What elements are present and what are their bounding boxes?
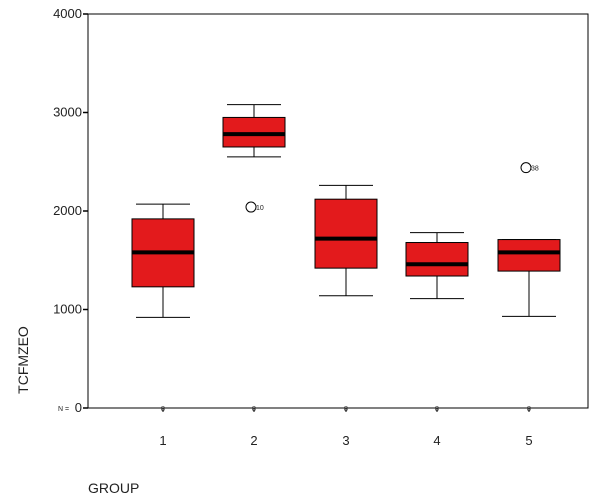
x-category-label: 1 bbox=[159, 433, 166, 448]
box-iqr bbox=[314, 198, 378, 269]
x-axis: N = 8 1 8 2 8 3 8 4 8 5 bbox=[58, 406, 533, 448]
y-axis: 0 1000 2000 3000 4000 bbox=[53, 6, 88, 415]
x-category-label: 2 bbox=[250, 433, 257, 448]
box-group: 10 bbox=[222, 104, 286, 213]
x-category-label: 5 bbox=[525, 433, 532, 448]
box-group bbox=[131, 203, 195, 318]
y-tick-label: 2000 bbox=[53, 203, 82, 218]
outlier-label: 10 bbox=[256, 205, 264, 212]
y-tick-label: 4000 bbox=[53, 6, 82, 21]
x-axis-title: GROUP bbox=[88, 480, 139, 496]
n-count-label: 8 bbox=[344, 406, 348, 413]
y-tick-label: 1000 bbox=[53, 302, 82, 317]
n-count-label: 8 bbox=[161, 406, 165, 413]
n-prefix-label: N = bbox=[58, 406, 69, 413]
box-iqr bbox=[405, 242, 469, 277]
outlier-point bbox=[245, 201, 257, 213]
box-iqr bbox=[497, 239, 561, 272]
y-axis-title: TCFMZEO bbox=[15, 326, 31, 394]
y-tick-label: 3000 bbox=[53, 105, 82, 120]
outlier-label: 38 bbox=[531, 166, 539, 173]
n-count-label: 8 bbox=[252, 406, 256, 413]
x-category-label: 3 bbox=[342, 433, 349, 448]
x-category-label: 4 bbox=[433, 433, 440, 448]
n-count-label: 8 bbox=[435, 406, 439, 413]
n-count-label: 8 bbox=[527, 406, 531, 413]
box-group bbox=[405, 232, 469, 300]
box-series: 10 38 bbox=[131, 104, 561, 318]
outlier-point bbox=[520, 162, 532, 174]
box-group bbox=[314, 184, 378, 297]
y-tick-label: 0 bbox=[75, 400, 82, 415]
box-group: 38 bbox=[497, 162, 561, 317]
